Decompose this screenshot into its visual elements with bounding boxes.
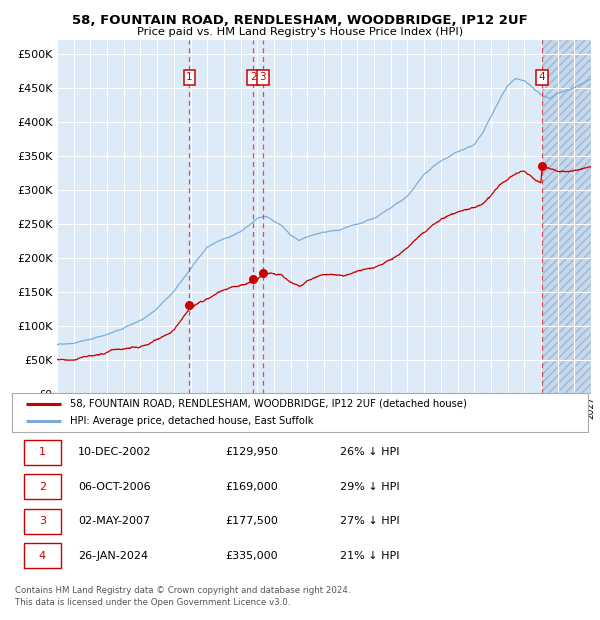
Text: 26% ↓ HPI: 26% ↓ HPI xyxy=(340,447,400,458)
Text: 1: 1 xyxy=(186,73,193,82)
Text: 4: 4 xyxy=(539,73,545,82)
Text: 58, FOUNTAIN ROAD, RENDLESHAM, WOODBRIDGE, IP12 2UF: 58, FOUNTAIN ROAD, RENDLESHAM, WOODBRIDG… xyxy=(72,14,528,27)
Text: 1: 1 xyxy=(39,447,46,458)
Text: £177,500: £177,500 xyxy=(225,516,278,526)
Text: 29% ↓ HPI: 29% ↓ HPI xyxy=(340,482,400,492)
Text: Contains HM Land Registry data © Crown copyright and database right 2024.
This d: Contains HM Land Registry data © Crown c… xyxy=(15,586,350,608)
Text: 58, FOUNTAIN ROAD, RENDLESHAM, WOODBRIDGE, IP12 2UF (detached house): 58, FOUNTAIN ROAD, RENDLESHAM, WOODBRIDG… xyxy=(70,399,466,409)
Text: 2: 2 xyxy=(250,73,257,82)
Text: 06-OCT-2006: 06-OCT-2006 xyxy=(78,482,151,492)
Text: 02-MAY-2007: 02-MAY-2007 xyxy=(78,516,151,526)
Text: £169,000: £169,000 xyxy=(225,482,278,492)
Bar xyxy=(23,543,61,568)
Bar xyxy=(23,474,61,499)
Text: 2: 2 xyxy=(38,482,46,492)
Text: HPI: Average price, detached house, East Suffolk: HPI: Average price, detached house, East… xyxy=(70,417,313,427)
Text: 10-DEC-2002: 10-DEC-2002 xyxy=(78,447,152,458)
Text: 3: 3 xyxy=(39,516,46,526)
Text: 4: 4 xyxy=(38,551,46,560)
Text: £335,000: £335,000 xyxy=(225,551,278,560)
Text: 26-JAN-2024: 26-JAN-2024 xyxy=(78,551,148,560)
Bar xyxy=(23,440,61,464)
Text: £129,950: £129,950 xyxy=(225,447,278,458)
Text: 21% ↓ HPI: 21% ↓ HPI xyxy=(340,551,400,560)
Text: 27% ↓ HPI: 27% ↓ HPI xyxy=(340,516,400,526)
Text: Price paid vs. HM Land Registry's House Price Index (HPI): Price paid vs. HM Land Registry's House … xyxy=(137,27,463,37)
Text: 3: 3 xyxy=(260,73,266,82)
Bar xyxy=(23,509,61,534)
